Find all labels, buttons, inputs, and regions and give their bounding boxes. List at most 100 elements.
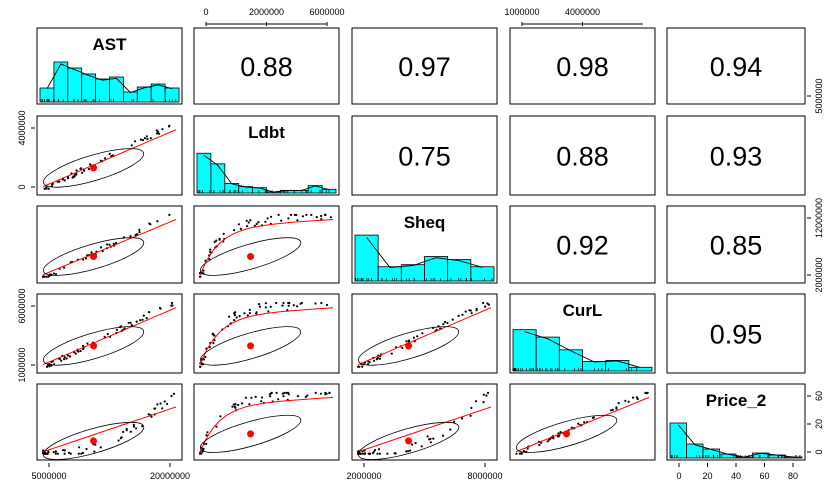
scatter-point — [145, 135, 148, 138]
scatter-point — [277, 213, 280, 216]
scatter-point — [205, 434, 208, 437]
scatter-point — [127, 321, 130, 324]
scatter-point — [432, 437, 435, 440]
scatter-point — [374, 448, 377, 452]
scatter-point — [168, 213, 171, 216]
scatter-point — [68, 355, 72, 358]
scatter-point — [372, 359, 376, 362]
scatter-point — [253, 224, 256, 227]
histogram-bar — [400, 264, 425, 282]
scatter-point — [287, 304, 290, 307]
scatter-point — [632, 396, 635, 399]
scatter-point — [52, 451, 55, 454]
scatter-point — [609, 409, 613, 412]
scatter-point — [446, 321, 449, 325]
correlation-value: 0.95 — [710, 320, 763, 350]
scatter-point — [405, 450, 408, 453]
scatter-point — [246, 314, 249, 317]
panel-frame — [36, 27, 183, 105]
scatter-point — [139, 138, 142, 141]
center-point — [90, 164, 98, 172]
top-tick-label: 2000000 — [249, 7, 284, 17]
scatter-point — [79, 167, 82, 170]
scatter-point — [199, 275, 202, 278]
scatter-point — [254, 395, 257, 398]
scatter-point — [264, 220, 267, 223]
scatter-point — [47, 187, 50, 190]
scatter-point — [233, 319, 236, 322]
scatter-point — [157, 132, 161, 135]
smoother-line — [199, 307, 334, 365]
scatter-point — [426, 435, 429, 438]
scatter-point — [77, 452, 80, 455]
smoother-line — [42, 406, 177, 453]
scatter-point — [80, 452, 83, 455]
scatter-point — [237, 223, 240, 226]
scatter-point — [199, 365, 202, 368]
bottom-tick-label: 8000000 — [467, 471, 502, 481]
scatter-point — [257, 221, 260, 224]
smoother-line — [357, 406, 492, 453]
panel-frame — [36, 115, 183, 196]
scatter-point — [429, 437, 432, 440]
scatter-point — [62, 449, 65, 452]
scatter-point — [69, 452, 72, 455]
scatter-point — [54, 452, 57, 455]
left-tick-label: 1000000 — [17, 347, 27, 382]
scatter-point — [138, 231, 141, 234]
scatter-point — [103, 335, 106, 338]
right-tick-label: 0 — [814, 449, 824, 454]
scatter-point — [646, 391, 649, 394]
scatter-point — [258, 305, 261, 308]
scatter-point — [106, 243, 109, 246]
scatter-point — [145, 317, 148, 320]
histogram-bar — [354, 234, 379, 282]
panel-frame — [509, 115, 656, 196]
bottom-tick-label: 2000000 — [346, 471, 381, 481]
scatter-point — [287, 217, 290, 220]
scatter-point — [241, 402, 244, 405]
scatter-point — [269, 305, 272, 308]
right-tick-label: 60 — [814, 391, 824, 401]
histogram-bar — [470, 266, 495, 282]
scatter-point — [255, 312, 258, 315]
correlation-ellipse — [357, 421, 460, 460]
scatter-point — [269, 395, 272, 398]
bottom-tick-label: 80 — [788, 471, 798, 481]
scatter-point — [47, 450, 50, 453]
variable-label: Ldbt — [248, 123, 285, 142]
scatter-point — [132, 425, 135, 428]
left-tick-label: 4000000 — [17, 110, 27, 145]
scatter-point — [248, 312, 251, 315]
scatter-point — [135, 320, 138, 323]
scatter-point — [258, 303, 261, 306]
correlation-value: 0.98 — [556, 52, 609, 82]
scatter-point — [213, 334, 216, 337]
scatter-point — [442, 323, 445, 326]
scatter-point — [277, 398, 280, 401]
density-curve — [677, 424, 794, 458]
scatter-point — [74, 352, 77, 355]
scatter-point — [378, 452, 381, 455]
scatter-point — [559, 431, 562, 434]
scatter-point — [168, 124, 171, 127]
right-tick-label: 12000000 — [814, 198, 824, 238]
scatter-point — [583, 421, 586, 424]
scatter-point — [484, 305, 487, 308]
scatter-point — [280, 219, 283, 222]
scatter-point — [75, 169, 78, 172]
scatter-point — [212, 341, 215, 345]
correlation-ellipse — [43, 326, 145, 366]
scatter-point — [520, 452, 523, 455]
density-curve — [366, 237, 483, 268]
panel-frame — [509, 205, 656, 284]
scatter-point — [325, 303, 329, 307]
correlation-ellipse — [42, 237, 145, 276]
scatter-point — [202, 358, 205, 361]
scatter-point — [247, 221, 250, 224]
variable-label: CurL — [563, 301, 603, 320]
scatter-point — [112, 242, 115, 245]
bottom-tick-label: 20000000 — [150, 471, 190, 481]
scatter-point — [538, 443, 541, 447]
scatter-point — [215, 239, 218, 242]
